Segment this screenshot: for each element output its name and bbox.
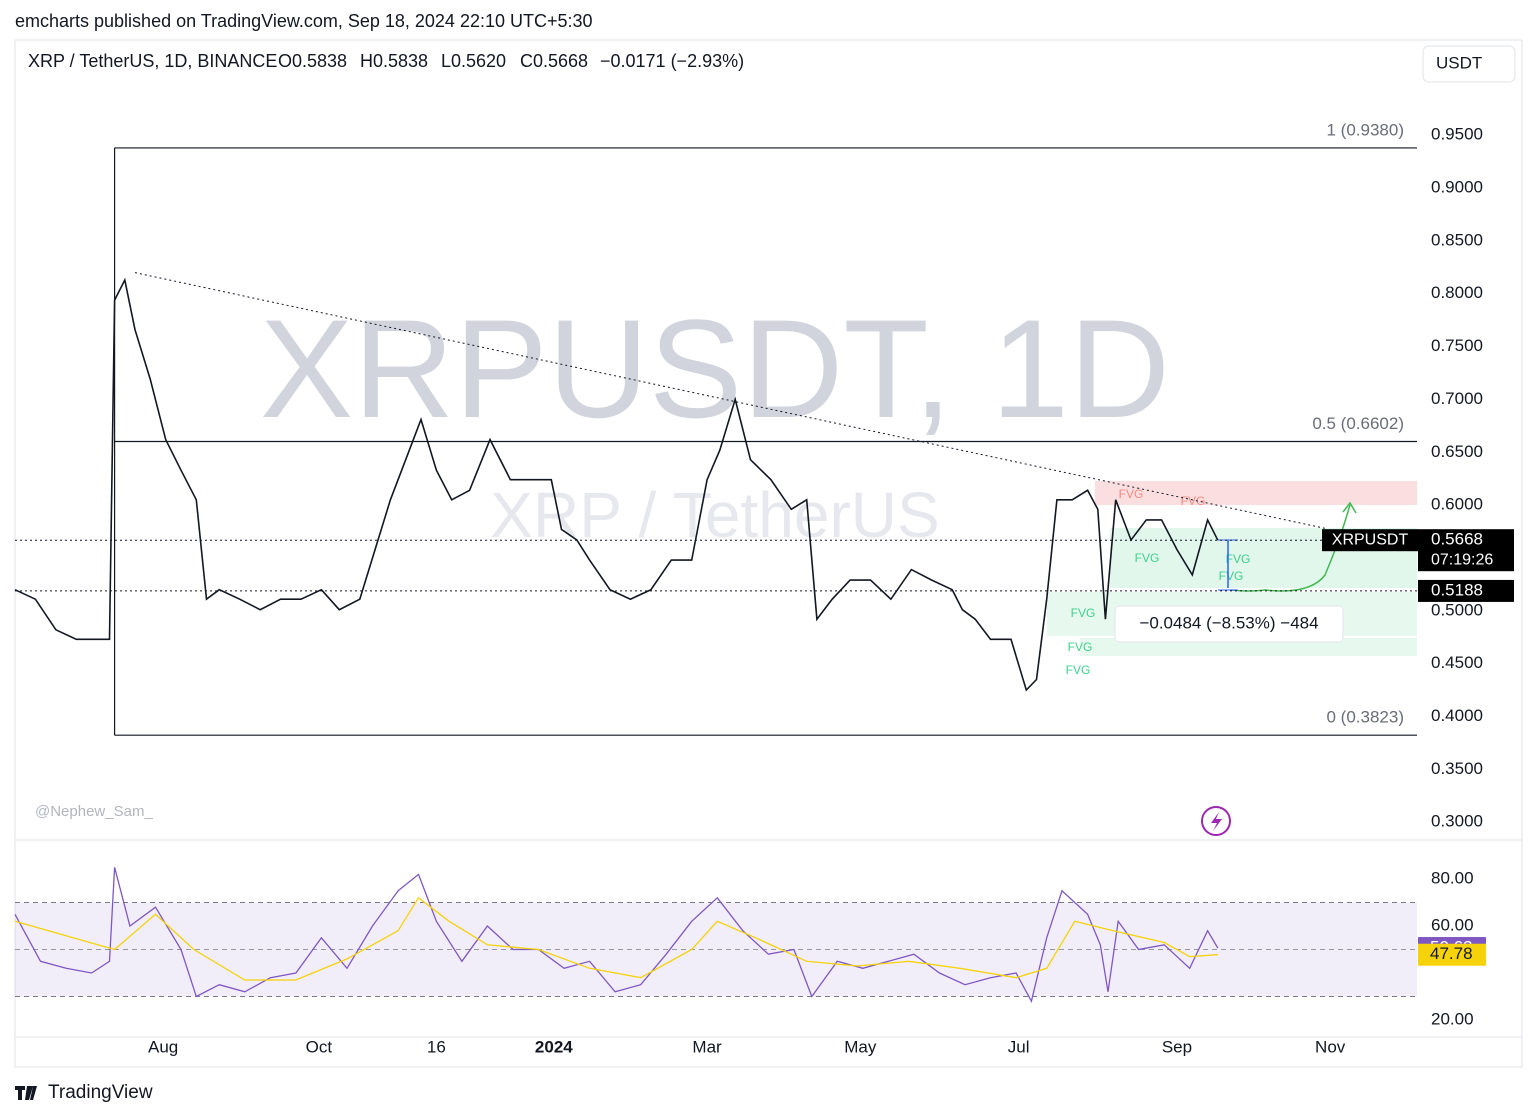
fvg-label: FVG xyxy=(1068,640,1093,654)
price-tag-bg xyxy=(1418,579,1514,602)
rsi-band xyxy=(15,902,1417,997)
y-tick-label: 20.00 xyxy=(1431,1009,1474,1028)
price-tag: 0.5188 xyxy=(1431,580,1483,599)
y-tick-label: 0.3000 xyxy=(1431,812,1483,831)
y-tick-label: 0.7000 xyxy=(1431,389,1483,408)
y-tick-label: 60.00 xyxy=(1431,916,1474,935)
x-tick-label: May xyxy=(844,1037,877,1056)
symbol-tag: XRPUSDT xyxy=(1332,531,1409,548)
change: −0.0171 (−2.93%) xyxy=(600,51,744,71)
series-line xyxy=(14,867,1219,1003)
fvg-label: FVG xyxy=(1066,663,1091,677)
y-tick-label: 80.00 xyxy=(1431,869,1474,888)
watermark: XRPUSDT, 1D xyxy=(260,290,1170,447)
measure-box xyxy=(1114,605,1344,643)
x-tick-label: Sep xyxy=(1162,1037,1192,1056)
y-tick-label: 0.7500 xyxy=(1431,336,1483,355)
open: O0.5838 xyxy=(278,51,347,71)
x-tick-label: 2024 xyxy=(535,1037,573,1056)
fib-label: 0.5 (0.6602) xyxy=(1312,414,1404,433)
signature: @Nephew_Sam_ xyxy=(35,803,153,820)
currency-label[interactable]: USDT xyxy=(1436,53,1482,72)
y-tick-label: 0.8000 xyxy=(1431,283,1483,302)
x-tick-label: Mar xyxy=(692,1037,722,1056)
x-tick-label: Oct xyxy=(306,1037,333,1056)
currency-button[interactable] xyxy=(1422,45,1516,83)
last-value: 47.78 xyxy=(1430,944,1473,963)
fvg-zone-bear xyxy=(1095,481,1417,505)
tv-logo xyxy=(15,1086,37,1100)
y-tick-label: 0.3500 xyxy=(1431,759,1483,778)
legend: XRP / TetherUS, 1D, BINANCE O0.5838 H0.5… xyxy=(28,51,744,71)
y-tick-label: 0.6500 xyxy=(1431,442,1483,461)
watermark-sub: XRP / TetherUS xyxy=(490,479,939,551)
y-tick-label: 0.4500 xyxy=(1431,653,1483,672)
symbol-tag-bg xyxy=(1322,529,1418,552)
x-tick-label: Nov xyxy=(1315,1037,1346,1056)
fib-label: 1 (0.9380) xyxy=(1327,120,1405,139)
series-line xyxy=(14,277,1219,692)
fvg-label: FVG xyxy=(1071,606,1096,620)
symbol: XRP / TetherUS, 1D, BINANCE xyxy=(28,51,277,71)
high: H0.5838 xyxy=(360,51,428,71)
fvg-label: FVG xyxy=(1219,569,1244,583)
y-tick-label: 0.9000 xyxy=(1431,178,1483,197)
y-tick-label: 0.9500 xyxy=(1431,125,1483,144)
chart-frame xyxy=(14,39,1523,1068)
price-tag-bg xyxy=(1418,529,1514,572)
low: L0.5620 xyxy=(441,51,506,71)
fib-label: 0 (0.3823) xyxy=(1327,708,1405,727)
series-line xyxy=(14,896,1218,981)
fvg-label: FVG xyxy=(1119,487,1144,501)
y-tick-label: 0.8500 xyxy=(1431,230,1483,249)
y-tick-label: 0.5000 xyxy=(1431,600,1483,619)
fvg-label: FVG xyxy=(1135,551,1160,565)
x-tick-label: 16 xyxy=(427,1037,446,1056)
countdown: 07:19:26 xyxy=(1431,551,1493,568)
close: C0.5668 xyxy=(520,51,588,71)
brand: TradingView xyxy=(48,1082,153,1103)
price-tag: 0.5668 xyxy=(1431,530,1483,549)
x-tick-label: Aug xyxy=(148,1037,178,1056)
measure-label: −0.0484 (−8.53%) −484 xyxy=(1139,613,1318,632)
arrow-head xyxy=(1342,501,1357,514)
x-tick-label: Jul xyxy=(1008,1037,1030,1056)
publisher: emcharts published on TradingView.com, S… xyxy=(15,11,593,31)
last-value-bg xyxy=(1418,943,1486,966)
fvg-label: FVG xyxy=(1181,494,1206,508)
lightning xyxy=(1211,812,1222,831)
y-tick-label: 0.6000 xyxy=(1431,495,1483,514)
fvg-label: FVG xyxy=(1226,552,1251,566)
fvg-labels: FVG FVG FVG FVG FVG FVG FVG FVG xyxy=(1066,487,1251,677)
y-tick-label: 0.4000 xyxy=(1431,706,1483,725)
background-layer: XRPUSDT, 1D XRP / TetherUS xyxy=(15,290,1417,997)
